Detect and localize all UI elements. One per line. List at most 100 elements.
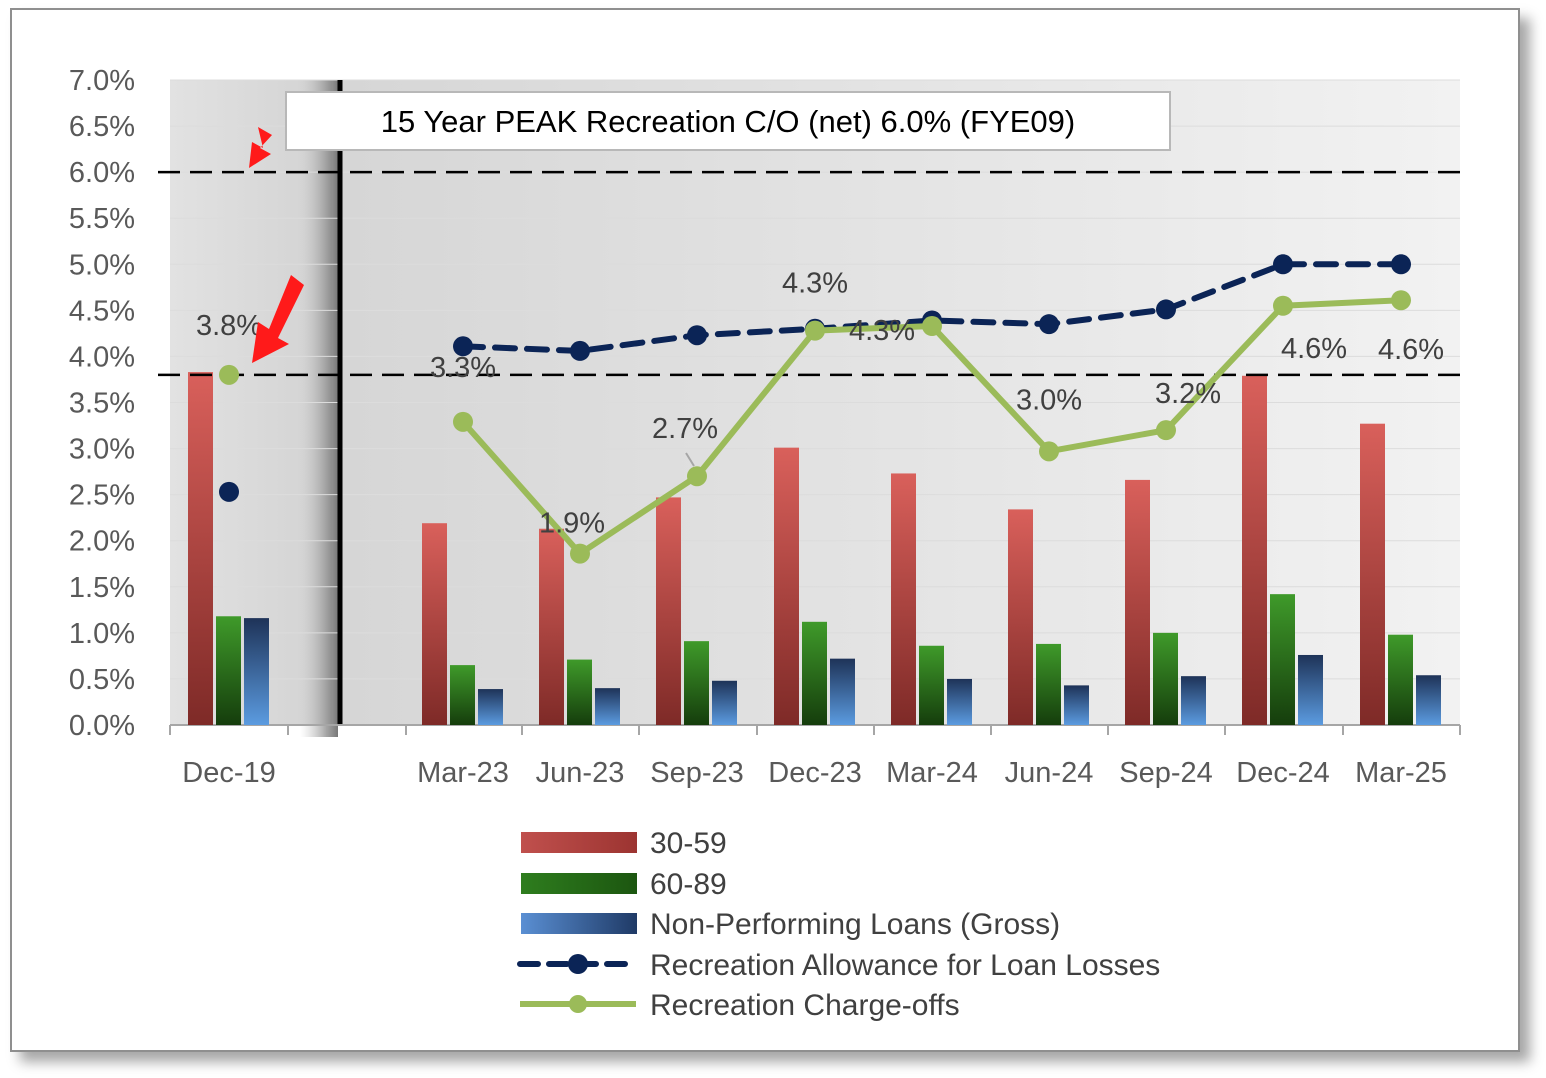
bar-30-59 <box>422 523 447 725</box>
chargeoff-data-label: 1.9% <box>539 508 605 540</box>
legend-swatch <box>521 913 637 934</box>
bar-npl <box>478 689 503 725</box>
red-arrow-icon <box>249 127 272 168</box>
bar-npl <box>244 618 269 725</box>
bar-60-89 <box>919 645 944 725</box>
bar-npl <box>830 658 855 725</box>
chargeoff-data-label: 4.3% <box>849 315 915 347</box>
chargeoff-data-label: 3.2% <box>1155 378 1221 410</box>
x-tick-label: Dec-23 <box>768 757 862 789</box>
bar-npl <box>1181 676 1206 725</box>
chargeoff-point <box>687 466 707 487</box>
bar-npl <box>1298 654 1323 725</box>
legend-label: Recreation Allowance for Loan Losses <box>650 949 1160 982</box>
y-tick-label: 4.0% <box>69 341 135 373</box>
y-tick-label: 3.0% <box>69 434 135 466</box>
peak-annotation-box <box>285 91 1171 151</box>
bar-30-59 <box>1242 375 1267 725</box>
bar-60-89 <box>1388 634 1413 725</box>
bar-30-59 <box>188 372 213 725</box>
allowance-point <box>219 481 239 502</box>
y-tick-label: 3.5% <box>69 388 135 420</box>
y-tick-label: 6.0% <box>69 157 135 189</box>
y-tick-label: 2.5% <box>69 480 135 512</box>
bar-60-89 <box>1153 632 1178 725</box>
legend-item: Recreation Charge-offs <box>520 989 960 1022</box>
x-tick-label: Mar-24 <box>886 757 978 789</box>
chargeoff-data-label: 2.7% <box>652 413 718 445</box>
peak-annotation: 15 Year PEAK Recreation C/O (net) 6.0% (… <box>285 91 1171 151</box>
data-labels: 3.8% 3.3% 1.9% 2.7% 4.3%4.3% 3.0% 3.2% 4.6% 4.6% <box>196 268 1444 540</box>
legend-swatch <box>521 873 637 894</box>
peak-annotation-text: 15 Year PEAK Recreation C/O (net) 6.0% (… <box>381 104 1075 139</box>
bar-npl <box>595 688 620 725</box>
label-leader-line <box>685 452 695 467</box>
bar-60-89 <box>450 665 475 725</box>
bar-30-59 <box>539 528 564 725</box>
y-tick-label: 6.5% <box>69 111 135 143</box>
x-tick-label: Sep-24 <box>1119 757 1213 789</box>
bar-30-59 <box>891 473 916 725</box>
y-tick-label: 5.0% <box>69 249 135 281</box>
legend-marker <box>569 995 587 1013</box>
chargeoff-point <box>219 364 239 385</box>
chargeoff-data-label: 3.8% <box>196 310 262 342</box>
chargeoff-data-label: 4.3% <box>782 268 848 300</box>
chargeoff-point <box>570 543 590 564</box>
bar-30-59 <box>656 497 681 725</box>
bar-30-59 <box>774 447 799 725</box>
bar-npl <box>1416 675 1441 725</box>
legend-label: Non-Performing Loans (Gross) <box>650 908 1060 941</box>
y-tick-label: 1.0% <box>69 618 135 650</box>
chargeoff-data-label: 3.3% <box>430 352 496 384</box>
allowance-point <box>1156 299 1176 320</box>
allowance-point <box>687 325 707 346</box>
legend-item: 60-89 <box>521 868 727 901</box>
allowance-point <box>1391 254 1411 275</box>
legend-item: 30-59 <box>521 827 727 860</box>
x-tick-label: Jun-24 <box>1005 757 1094 789</box>
bar-30-59 <box>1008 509 1033 725</box>
allowance-point <box>570 340 590 361</box>
bar-npl <box>712 680 737 725</box>
y-axis: 0.0% 0.5% 1.0% 1.5% 2.0% 2.5% 3.0% 3.5% 4.0% 4.5%… <box>69 65 135 742</box>
chargeoff-point <box>1039 441 1059 462</box>
allowance-point <box>1273 254 1293 275</box>
bar-60-89 <box>1036 643 1061 725</box>
legend-label: 60-89 <box>650 868 727 901</box>
legend-label: 30-59 <box>650 827 727 860</box>
bar-60-89 <box>567 659 592 725</box>
x-tick-label: Jun-23 <box>536 757 625 789</box>
y-tick-label: 0.5% <box>69 664 135 696</box>
legend-item: Non-Performing Loans (Gross) <box>521 908 1060 941</box>
y-tick-label: 1.5% <box>69 572 135 604</box>
chargeoff-point <box>1391 290 1411 311</box>
legend-label: Recreation Charge-offs <box>650 989 960 1022</box>
allowance-point <box>1039 314 1059 335</box>
x-tick-label: Dec-24 <box>1236 757 1330 789</box>
bar-60-89 <box>1270 594 1295 725</box>
line-series <box>219 254 1411 564</box>
bar-30-59 <box>1360 423 1385 725</box>
legend: 30-59 60-89 Non-Performing Loans (Gross) Re… <box>517 827 1160 1022</box>
chargeoff-point <box>805 320 825 341</box>
bar-30-59 <box>1125 479 1150 725</box>
bar-series <box>188 372 1441 725</box>
bar-60-89 <box>802 621 827 725</box>
bar-npl <box>1064 685 1089 725</box>
y-tick-label: 7.0% <box>69 65 135 97</box>
x-axis: Dec-19 Mar-23 Jun-23 Sep-23 Dec-23 Mar-24 Jun-… <box>169 724 1461 789</box>
arrows <box>249 127 304 363</box>
red-arrow-icon <box>252 275 304 363</box>
x-tick-label: Dec-19 <box>182 757 276 789</box>
y-tick-label: 5.5% <box>69 203 135 235</box>
y-tick-label: 4.5% <box>69 295 135 327</box>
y-tick-label: 0.0% <box>69 710 135 742</box>
chargeoff-point <box>453 411 473 432</box>
chargeoff-data-label: 3.0% <box>1016 384 1082 416</box>
bar-60-89 <box>684 641 709 725</box>
allowance-point <box>453 336 473 357</box>
legend-item: Recreation Allowance for Loan Losses <box>517 949 1160 982</box>
chargeoff-point <box>1156 420 1176 441</box>
